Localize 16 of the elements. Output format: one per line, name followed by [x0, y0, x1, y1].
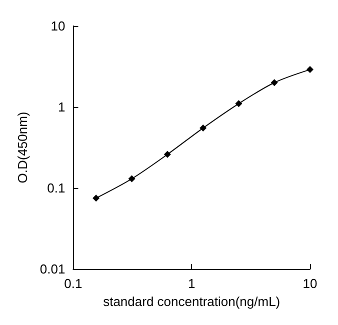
y-axis-title: O.D(450nm) — [15, 112, 30, 184]
x-axis-title: standard concentration(ng/mL) — [103, 294, 280, 309]
point — [200, 124, 207, 132]
point — [92, 194, 100, 202]
y-tick-label: 0.01 — [40, 262, 66, 276]
point — [235, 100, 242, 108]
point — [128, 175, 136, 182]
x-tick-label: 0.1 — [64, 276, 82, 291]
point — [270, 79, 278, 86]
y-tick-label: 10 — [50, 18, 66, 34]
point — [306, 66, 314, 74]
x-tick-label: 1 — [188, 276, 196, 291]
y-tick-label: 1 — [58, 100, 66, 114]
point — [164, 150, 171, 158]
x-tick-label: 10 — [302, 276, 318, 291]
y-tick-label: 0.1 — [47, 180, 66, 196]
